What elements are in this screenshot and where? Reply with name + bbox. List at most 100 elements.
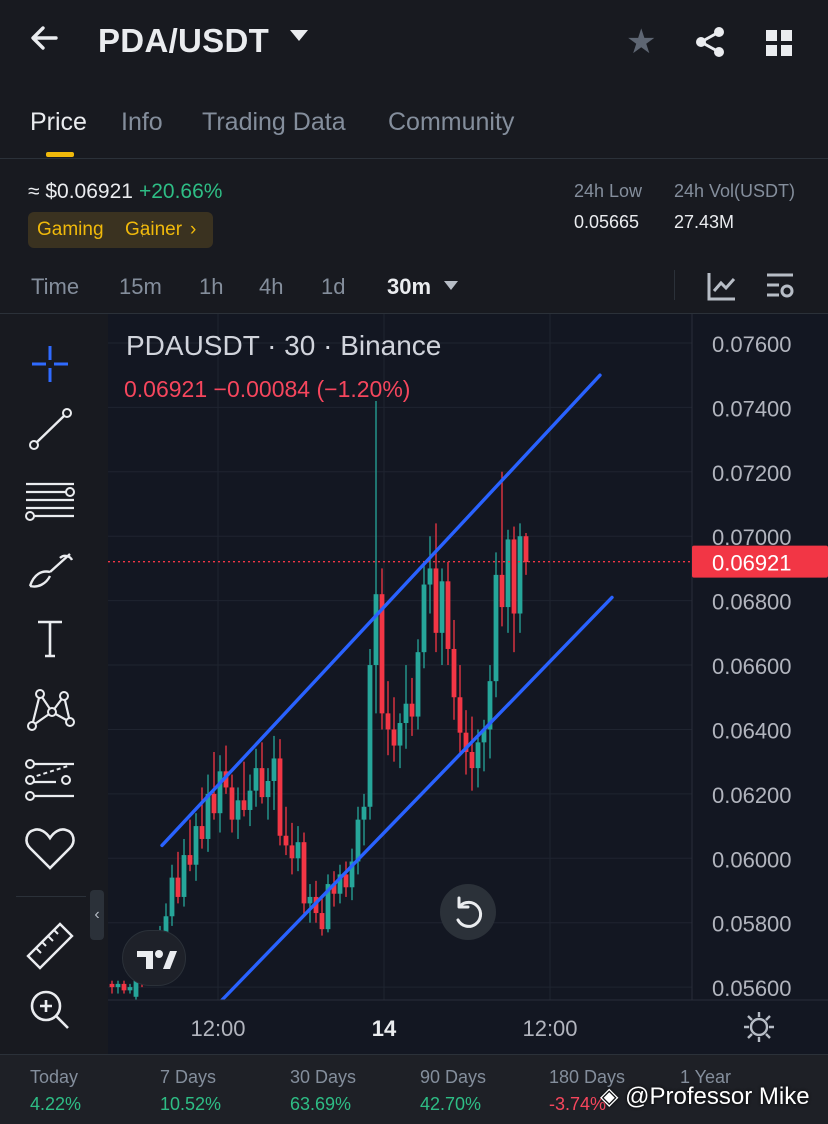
interval-15m[interactable]: 15m bbox=[119, 274, 162, 299]
candle-body bbox=[523, 536, 529, 562]
indicator-chart-icon[interactable] bbox=[706, 270, 738, 302]
price-tick-label: 0.06400 bbox=[712, 718, 792, 743]
tag-separator bbox=[142, 223, 143, 237]
stat-vol-value: 27.43M bbox=[674, 212, 735, 232]
candle-body bbox=[205, 793, 211, 839]
chart-title: PDAUSDT · 30 · Binance bbox=[126, 330, 442, 361]
candle-body bbox=[271, 758, 277, 781]
candle-body bbox=[289, 845, 295, 859]
price-chart[interactable]: 0.07600 0.07400 0.07200 0.07000 0.06800 0.066… bbox=[108, 314, 828, 1054]
tab-price[interactable]: Price bbox=[30, 108, 87, 136]
candle-body bbox=[361, 806, 367, 820]
divider bbox=[16, 896, 86, 897]
pattern-icon[interactable] bbox=[20, 678, 80, 738]
tag-pill[interactable]: Gaming Gainer › bbox=[28, 212, 213, 248]
candle-body bbox=[415, 652, 421, 717]
forecast-icon[interactable] bbox=[20, 748, 80, 808]
chevron-down-icon[interactable] bbox=[290, 30, 308, 41]
candle-body bbox=[265, 780, 271, 798]
active-tab-indicator bbox=[46, 152, 74, 157]
candle-body bbox=[253, 768, 259, 791]
candle-body bbox=[499, 574, 505, 608]
candle-body bbox=[505, 539, 511, 608]
collapse-toolbar-icon[interactable]: ‹ bbox=[90, 890, 104, 940]
divider bbox=[674, 270, 675, 300]
candle-body bbox=[295, 842, 301, 859]
interval-bar: Time 15m 1h 4h 1d 30m bbox=[0, 262, 828, 312]
price-tick-label: 0.07600 bbox=[712, 332, 792, 357]
watermark: ◈ @Professor Mike bbox=[600, 1083, 810, 1110]
last-price-badge bbox=[692, 545, 828, 578]
price-tick-label: 0.06800 bbox=[712, 590, 792, 615]
stat-low-value: 0.05665 bbox=[574, 212, 640, 232]
tradingview-logo-icon[interactable] bbox=[122, 930, 186, 986]
favorites-heart-icon[interactable] bbox=[20, 818, 80, 878]
candle-body bbox=[451, 648, 457, 698]
channel-line-upper bbox=[160, 373, 602, 848]
tag-gainer[interactable]: Gainer bbox=[125, 219, 183, 240]
interval-4h[interactable]: 4h bbox=[259, 274, 284, 299]
price-usd: ≈ $0.06921 bbox=[28, 180, 133, 203]
reset-chart-icon[interactable] bbox=[440, 884, 496, 940]
candle-body bbox=[115, 983, 121, 988]
top-bar: PDA/USDT ★ bbox=[0, 0, 828, 90]
candle-body bbox=[193, 826, 199, 865]
price-axis-bg bbox=[692, 314, 828, 1054]
period-180d: 180 Days -3.74% bbox=[549, 1067, 626, 1114]
period-performance-bar: Today 4.22% 7 Days 10.52% 30 Days 63.69% 90… bbox=[0, 1055, 828, 1124]
candle-body bbox=[469, 752, 475, 769]
price-tick-label: 0.06600 bbox=[712, 654, 792, 679]
grid-menu-icon[interactable] bbox=[764, 28, 796, 60]
candle-body bbox=[325, 884, 331, 930]
trendline-icon[interactable] bbox=[20, 400, 80, 460]
time-tick-label: 14 bbox=[372, 1016, 397, 1041]
candle-body bbox=[463, 732, 469, 753]
channel-line-lower bbox=[220, 595, 614, 1002]
interval-1d[interactable]: 1d bbox=[321, 274, 346, 299]
period-90d: 90 Days 42.70% bbox=[420, 1067, 487, 1114]
candle-body bbox=[199, 826, 205, 839]
candle-body bbox=[493, 574, 499, 682]
candle-body bbox=[319, 913, 325, 930]
price-tick-label: 0.06000 bbox=[712, 847, 792, 872]
ruler-icon[interactable] bbox=[20, 914, 80, 974]
text-icon[interactable] bbox=[20, 608, 80, 668]
stat-low-label: 24h Low bbox=[574, 181, 643, 201]
candle-body bbox=[277, 758, 283, 836]
chart-ohlc: 0.06921 −0.00084 (−1.20%) bbox=[124, 376, 411, 402]
zoom-in-icon[interactable] bbox=[20, 980, 80, 1040]
candle-body bbox=[259, 768, 265, 798]
price-tick-label: 0.06200 bbox=[712, 783, 792, 808]
candle-body bbox=[241, 800, 247, 810]
divider bbox=[0, 1054, 828, 1055]
brush-icon[interactable] bbox=[20, 540, 80, 600]
candle-body bbox=[121, 983, 127, 991]
favorite-star-icon[interactable]: ★ bbox=[626, 23, 657, 61]
divider bbox=[0, 158, 828, 159]
candle-body bbox=[247, 790, 253, 810]
candle-body bbox=[133, 974, 139, 997]
candle-body bbox=[427, 568, 433, 585]
pair-title[interactable]: PDA/USDT bbox=[98, 22, 270, 59]
tab-community[interactable]: Community bbox=[388, 108, 515, 136]
time-axis: 12:00 14 12:00 bbox=[108, 999, 828, 1054]
back-arrow-icon[interactable] bbox=[28, 22, 72, 62]
candlestick-chart[interactable]: 0.076000.074000.072000.070000.068000.066… bbox=[108, 314, 828, 1054]
tag-gaming[interactable]: Gaming bbox=[37, 219, 104, 240]
tab-trading-data[interactable]: Trading Data bbox=[202, 108, 346, 136]
drawing-toolbar bbox=[0, 314, 100, 1054]
binance-logo-icon: ◈ bbox=[600, 1083, 619, 1110]
tab-info[interactable]: Info bbox=[121, 108, 163, 136]
interval-1h[interactable]: 1h bbox=[199, 274, 224, 299]
gear-icon[interactable] bbox=[740, 1008, 778, 1046]
crosshair-icon[interactable] bbox=[20, 334, 80, 394]
fib-levels-icon[interactable] bbox=[20, 470, 80, 530]
interval-time[interactable]: Time bbox=[31, 274, 80, 299]
interval-selected[interactable]: 30m bbox=[387, 274, 432, 299]
period-30d: 30 Days 63.69% bbox=[290, 1067, 357, 1114]
chevron-right-icon: › bbox=[190, 219, 197, 240]
chart-settings-icon[interactable] bbox=[764, 270, 796, 302]
share-icon[interactable] bbox=[692, 24, 732, 64]
chevron-down-icon[interactable] bbox=[444, 281, 458, 290]
candles bbox=[108, 400, 692, 1000]
